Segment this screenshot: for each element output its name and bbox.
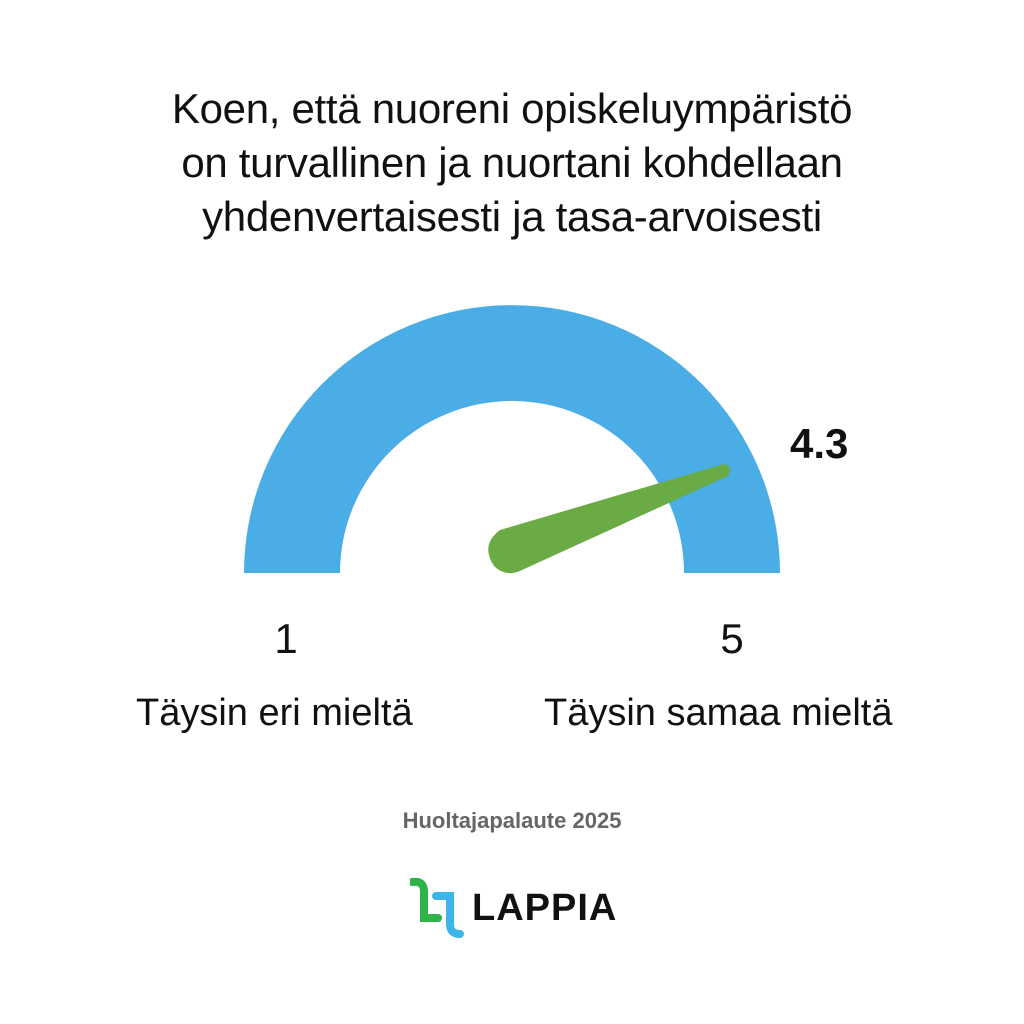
gauge-max-value: 5 — [720, 615, 744, 662]
chart-title: Koen, että nuoreni opiskeluympäristö on … — [0, 82, 1024, 244]
gauge-max-text: Täysin samaa mieltä — [544, 692, 893, 734]
gauge-value: 4.3 — [790, 420, 849, 467]
gauge-needle — [488, 464, 731, 574]
title-line-2: on turvallinen ja nuortani kohdellaan — [181, 139, 843, 186]
gauge-arc — [244, 305, 780, 573]
gauge-min-text: Täysin eri mieltä — [136, 692, 413, 734]
source-label: Huoltajapalaute 2025 — [402, 808, 622, 833]
lappia-logo: LAPPIA — [410, 878, 617, 938]
gauge-min-value: 1 — [274, 615, 298, 662]
logo-text: LAPPIA — [472, 886, 618, 929]
title-line-3: yhdenvertaisesti ja tasa-arvoisesti — [202, 193, 822, 240]
title-line-1: Koen, että nuoreni opiskeluympäristö — [171, 85, 853, 132]
lappia-logo-icon — [410, 878, 464, 938]
